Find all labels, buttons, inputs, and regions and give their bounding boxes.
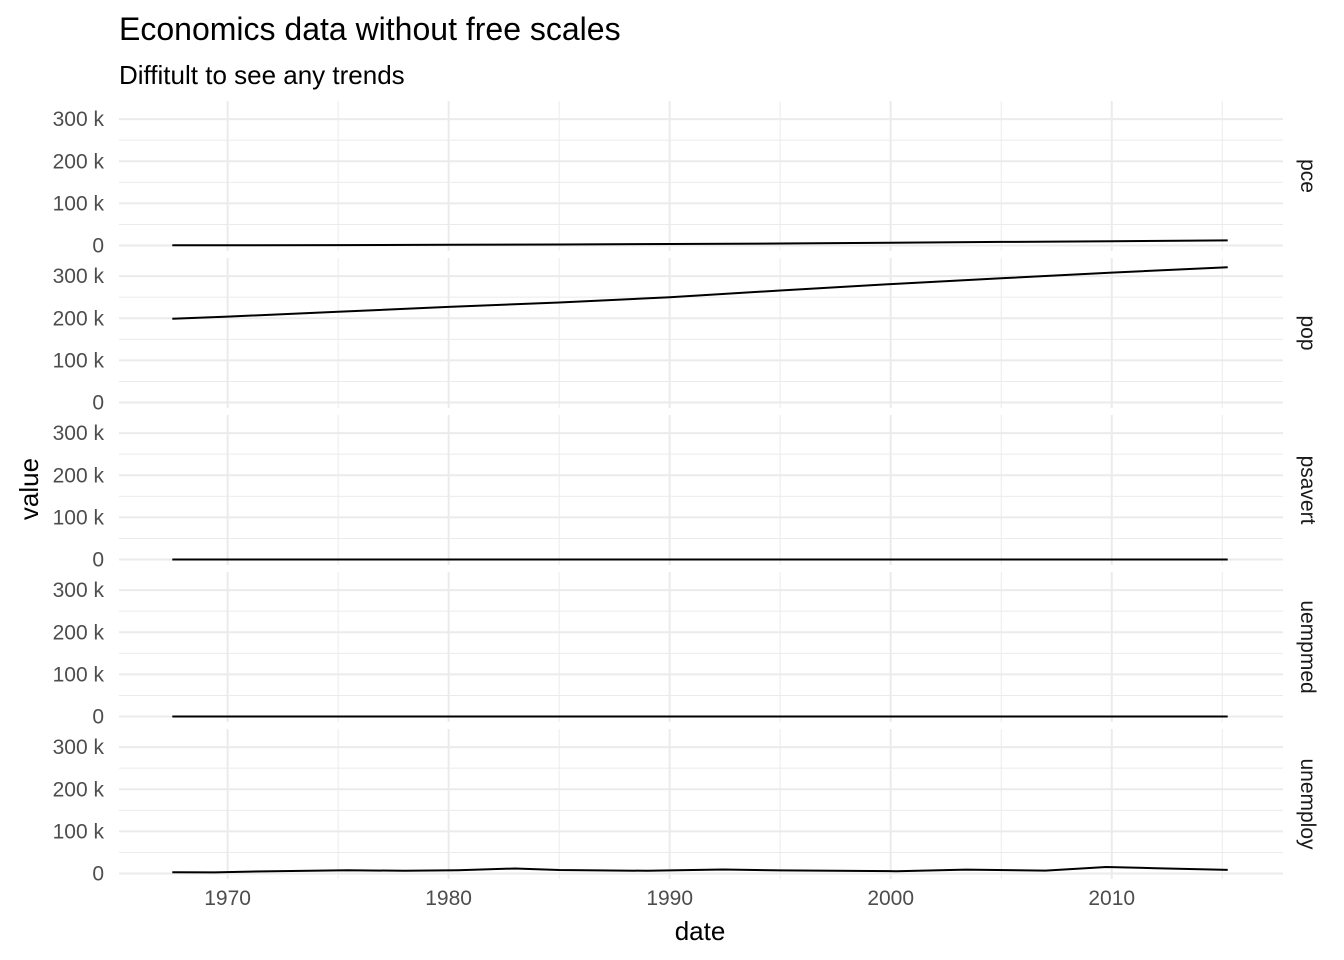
series-line-pop	[172, 266, 1228, 320]
y-tick-label: 100 k	[53, 349, 105, 372]
facet-panel-psavert: 0 100 k 200 k 300 k psavert	[53, 415, 1319, 572]
y-tick-label: 300 k	[53, 108, 105, 131]
facet-strip-label: psavert	[1296, 456, 1319, 525]
chart-title: Economics data without free scales	[119, 11, 621, 47]
x-tick-label: 1970	[204, 887, 251, 910]
y-tick-label: 300 k	[53, 579, 105, 602]
facet-panel-pce: 0 100 k 200 k 300 k pce	[53, 101, 1319, 258]
y-tick-label: 0	[92, 235, 104, 258]
y-axis-title: value	[14, 458, 44, 520]
y-tick-label: 200 k	[53, 778, 105, 801]
series-line-pce	[172, 239, 1228, 247]
x-axis: 1970 1980 1990 2000 2010	[204, 887, 1135, 910]
facet-panel-unemploy: 0 100 k 200 k 300 k unemploy	[53, 729, 1319, 886]
facet-panel-pop: 0 100 k 200 k 300 k pop	[53, 258, 1319, 415]
facet-panels: 0 100 k 200 k 300 k pce 0 100 k 200 k 300 k pop 0 1…	[53, 101, 1319, 886]
facet-panel-uempmed: 0 100 k 200 k 300 k uempmed	[53, 572, 1319, 729]
y-tick-label: 100 k	[53, 820, 105, 843]
y-tick-label: 100 k	[53, 192, 105, 215]
y-tick-label: 300 k	[53, 736, 105, 759]
x-tick-label: 1990	[646, 887, 693, 910]
y-tick-label: 200 k	[53, 464, 105, 487]
facet-strip-label: pop	[1296, 315, 1319, 350]
y-tick-label: 100 k	[53, 506, 105, 529]
chart-subtitle: Diffitult to see any trends	[119, 60, 405, 90]
y-tick-label: 300 k	[53, 265, 105, 288]
x-tick-label: 2000	[867, 887, 914, 910]
facet-strip-label: uempmed	[1296, 600, 1319, 693]
y-tick-label: 300 k	[53, 422, 105, 445]
y-tick-label: 200 k	[53, 150, 105, 173]
facet-strip-label: pce	[1296, 159, 1319, 193]
x-tick-label: 2010	[1088, 887, 1135, 910]
y-tick-label: 0	[92, 392, 104, 415]
y-tick-label: 100 k	[53, 663, 105, 686]
y-tick-label: 0	[92, 706, 104, 729]
y-tick-label: 0	[92, 549, 104, 572]
x-tick-label: 1980	[425, 887, 472, 910]
series-line-unemploy	[172, 866, 1228, 874]
y-tick-label: 200 k	[53, 621, 105, 644]
y-tick-label: 0	[92, 863, 104, 886]
x-axis-title: date	[675, 916, 726, 946]
facet-strip-label: unemploy	[1296, 758, 1319, 850]
y-tick-label: 200 k	[53, 307, 105, 330]
